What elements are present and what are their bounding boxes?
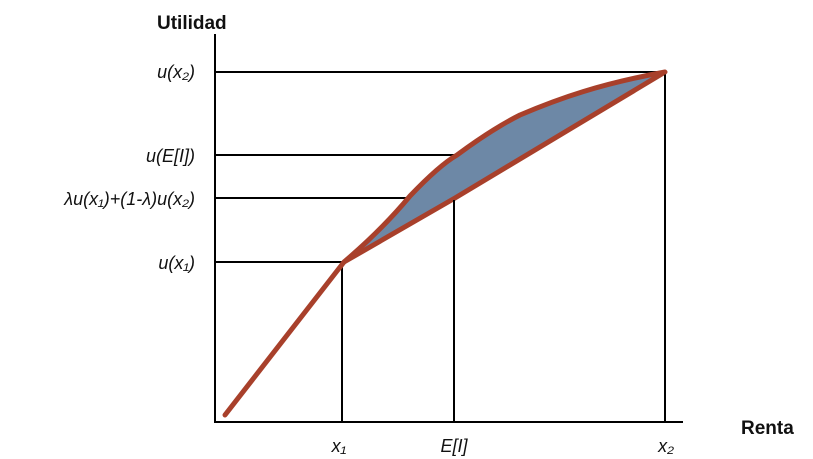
chord-line: [342, 69, 667, 265]
y-axis-title: Utilidad: [157, 13, 227, 34]
x-axis-title: Renta: [741, 418, 794, 439]
x-tick-EI: E[I]: [440, 436, 468, 456]
y-tick-u-x2: u(x₂): [157, 62, 195, 82]
utility-curve: [222, 69, 668, 418]
y-tick-u-x1: u(x₁): [158, 253, 195, 273]
x-tick-x2: x₂: [657, 436, 674, 456]
y-tick-u-EI: u(E[I]): [146, 146, 195, 166]
x-tick-x1: x₁: [331, 436, 347, 456]
y-tick-lambda-combo: λu(x₁)+(1-λ)u(x₂): [63, 189, 195, 209]
